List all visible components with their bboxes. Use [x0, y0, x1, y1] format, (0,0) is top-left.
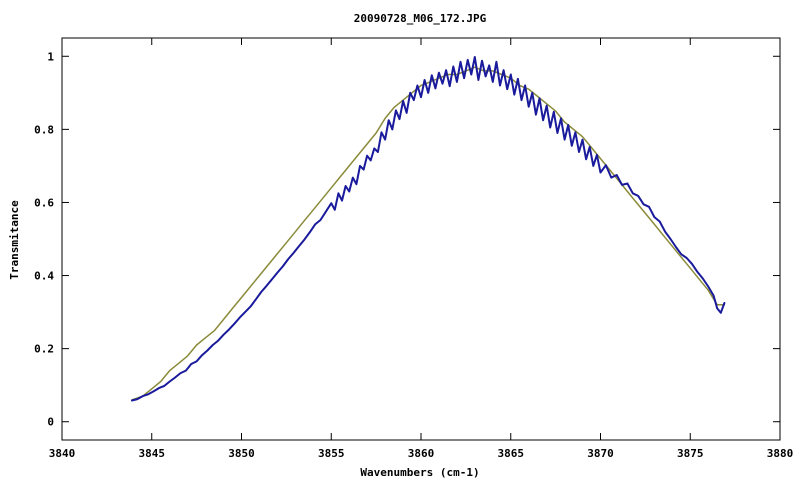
- y-tick-label: 0.4: [34, 270, 54, 283]
- axis-ticks: [61, 38, 781, 440]
- axis-tick-labels: 3840 3845 3850 3855 3860 3865 3870 3875 3880 0 0.2…: [34, 50, 793, 460]
- x-tick-label: 3880: [767, 447, 794, 460]
- x-tick-label: 3860: [408, 447, 435, 460]
- y-axis-label: Transmitance: [8, 200, 21, 280]
- chart-title: 20090728_M06_172.JPG: [354, 12, 487, 25]
- series-group: [131, 56, 726, 402]
- series-line-1: [131, 66, 726, 401]
- x-tick-label: 3850: [228, 447, 255, 460]
- series-line-2: [131, 56, 726, 402]
- y-tick-label: 0.2: [34, 343, 54, 356]
- y-tick-label: 0: [47, 416, 54, 429]
- x-tick-label: 3855: [318, 447, 345, 460]
- plot-frame: [61, 37, 781, 441]
- y-tick-label: 0.8: [34, 123, 54, 136]
- x-tick-label: 3840: [49, 447, 76, 460]
- x-axis-label: Wavenumbers (cm-1): [360, 466, 479, 479]
- y-tick-label: 0.6: [34, 196, 54, 209]
- x-tick-label: 3875: [677, 447, 704, 460]
- x-tick-label: 3870: [587, 447, 614, 460]
- y-tick-label: 1: [47, 50, 54, 63]
- x-tick-label: 3865: [498, 447, 525, 460]
- x-tick-label: 3845: [139, 447, 166, 460]
